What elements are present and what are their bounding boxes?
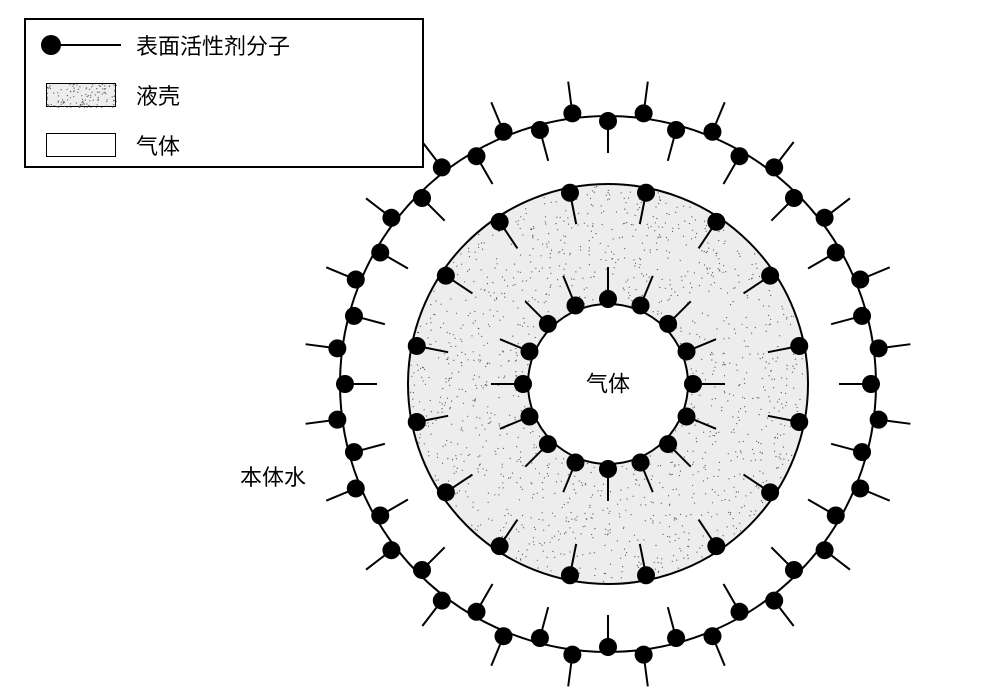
surfactant-molecule <box>635 82 653 123</box>
surfactant-molecule <box>851 479 890 500</box>
surfactant-molecule <box>703 102 724 141</box>
surfactant-molecule <box>306 411 347 429</box>
surfactant-molecule <box>765 142 793 176</box>
surfactant-molecule <box>635 646 653 687</box>
surfactant-molecule <box>491 627 512 666</box>
surfactant-molecule <box>422 142 450 176</box>
legend-symbol-dotted <box>26 70 136 120</box>
surfactant-molecule <box>870 339 911 357</box>
bulk-water-label: 本体水 <box>240 460 306 492</box>
surfactant-molecule <box>563 646 581 687</box>
legend-row: 液壳 <box>26 70 422 120</box>
legend-row: 表面活性剂分子 <box>26 20 422 70</box>
legend-symbol-surfactant <box>26 20 136 70</box>
surfactant-molecule <box>491 102 512 141</box>
legend-row: 气体 <box>26 120 422 170</box>
surfactant-molecule <box>422 592 450 626</box>
surfactant-molecule <box>870 411 911 429</box>
surfactant-molecule <box>563 82 581 123</box>
figure-root: 表面活性剂分子液壳气体 本体水 气体 <box>0 0 1000 689</box>
legend-label: 液壳 <box>136 79 180 111</box>
surfactant-molecule <box>326 479 365 500</box>
surfactant-molecule <box>816 198 850 226</box>
surfactant-molecule <box>326 267 365 288</box>
surfactant-molecule <box>816 541 850 569</box>
surfactant-molecule <box>765 592 793 626</box>
surfactant-molecule <box>703 627 724 666</box>
legend-label: 气体 <box>136 129 180 161</box>
surfactant-molecule <box>306 339 347 357</box>
core-gas-label: 气体 <box>586 372 630 397</box>
legend-box: 表面活性剂分子液壳气体 <box>24 18 424 168</box>
surfactant-molecule <box>851 267 890 288</box>
surfactant-molecule <box>366 541 400 569</box>
legend-symbol-empty <box>26 120 136 170</box>
legend-label: 表面活性剂分子 <box>136 29 290 61</box>
surfactant-molecule <box>366 198 400 226</box>
